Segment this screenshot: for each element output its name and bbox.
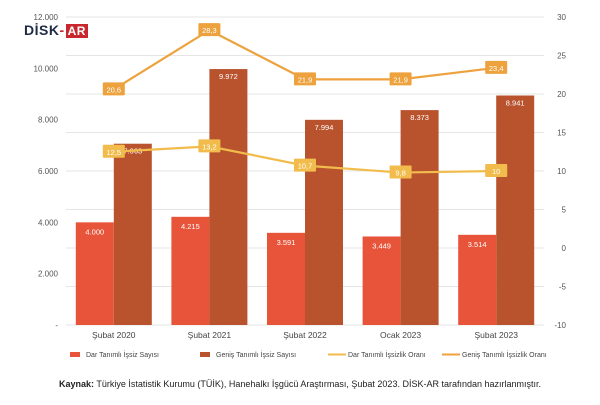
logo-hyphen: - — [59, 22, 65, 38]
bar-0-0 — [75, 222, 114, 325]
bar-0-3 — [362, 236, 401, 325]
right-tick-label: -5 — [559, 283, 567, 292]
line-label-box — [389, 165, 412, 179]
category-label: Ocak 2023 — [380, 330, 421, 340]
line-label-box — [102, 82, 125, 96]
line-value-label: 21,9 — [298, 75, 313, 84]
line-label-box — [102, 144, 125, 158]
legend-swatch-0 — [70, 352, 80, 357]
line-label-box — [198, 139, 221, 153]
left-tick-label: 2.000 — [38, 270, 59, 279]
bar-1-4 — [496, 95, 535, 325]
left-tick-label: 4.000 — [38, 218, 59, 227]
line-value-label: 10 — [492, 167, 500, 176]
line-value-label: 10,7 — [298, 162, 313, 171]
legend-label-0: Dar Tanımlı İşsiz Sayısı — [86, 350, 159, 359]
bar-value-label: 3.449 — [372, 241, 391, 250]
right-tick-label: -10 — [554, 321, 566, 330]
category-label: Şubat 2021 — [188, 330, 232, 340]
category-label: Şubat 2023 — [474, 330, 518, 340]
left-tick-label: - — [55, 321, 58, 330]
left-tick-label: 10.000 — [34, 64, 59, 73]
disk-ar-logo: DİSK- AR — [24, 22, 88, 38]
left-tick-label: 6.000 — [38, 167, 59, 176]
logo-ar: AR — [65, 24, 88, 38]
left-tick-label: 12.000 — [34, 13, 59, 22]
legend-label-2: Dar Tanımlı İşsizlik Oranı — [348, 350, 426, 359]
bar-1-0 — [113, 143, 152, 325]
bar-value-label: 4.215 — [181, 222, 200, 231]
bar-value-label: 4.000 — [85, 227, 104, 236]
bar-value-label: 3.514 — [468, 240, 487, 249]
right-tick-label: 25 — [557, 52, 566, 61]
bar-1-3 — [400, 110, 439, 325]
source-caption: Kaynak: Türkiye İstatistik Kurumu (TÜİK)… — [0, 379, 600, 389]
left-tick-label: 8.000 — [38, 116, 59, 125]
bar-1-1 — [209, 69, 248, 325]
category-label: Şubat 2022 — [283, 330, 327, 340]
line-label-box — [294, 72, 316, 86]
right-tick-label: 0 — [562, 244, 567, 253]
bar-0-1 — [171, 216, 210, 325]
category-label: Şubat 2020 — [92, 330, 136, 340]
logo-disk: DİSK — [24, 22, 60, 38]
right-tick-label: 15 — [557, 129, 566, 138]
right-tick-label: 10 — [557, 167, 566, 176]
bar-value-label: 7.994 — [315, 123, 334, 132]
line-label-box — [389, 72, 412, 86]
right-tick-label: 20 — [557, 90, 566, 99]
legend-label-1: Geniş Tanımlı İşsiz Sayısı — [216, 350, 296, 359]
bar-value-label: 9.972 — [219, 72, 238, 81]
line-value-label: 28,3 — [202, 26, 217, 35]
right-tick-label: 5 — [562, 206, 567, 215]
line-value-label: 21,9 — [393, 75, 408, 84]
bar-value-label: 8.941 — [506, 99, 525, 108]
line-label-box — [485, 164, 508, 177]
legend-swatch-1 — [200, 352, 210, 357]
line-label-box — [294, 158, 316, 172]
caption-text: Türkiye İstatistik Kurumu (TÜİK), Haneha… — [96, 379, 542, 389]
bar-0-2 — [267, 232, 305, 325]
caption-lead: Kaynak: — [58, 379, 94, 389]
line-value-label: 9,8 — [395, 169, 405, 178]
line-label-box — [485, 60, 508, 74]
line-value-label: 23,4 — [489, 64, 504, 73]
line-value-label: 13,2 — [202, 142, 217, 151]
line-label-box — [198, 23, 221, 37]
bar-value-label: 8.373 — [410, 113, 429, 122]
legend-label-3: Geniş Tanımlı İşsizlik Oranı — [462, 350, 547, 359]
bar-value-label: 3.591 — [277, 238, 296, 247]
line-value-label: 12,5 — [106, 148, 121, 157]
right-tick-label: 30 — [557, 13, 566, 22]
bar-1-2 — [305, 119, 343, 325]
line-value-label: 20,6 — [106, 85, 121, 94]
bar-0-4 — [458, 234, 497, 325]
